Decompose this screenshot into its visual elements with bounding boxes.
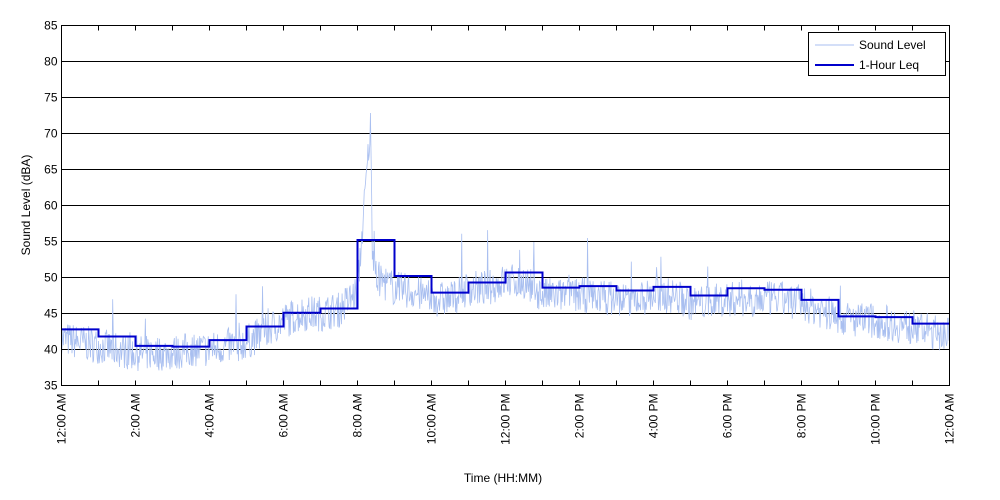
x-tick-label: 8:00 AM bbox=[351, 394, 365, 438]
y-tick-label: 55 bbox=[44, 235, 58, 249]
y-tick-label: 50 bbox=[44, 271, 58, 285]
y-tick-label: 40 bbox=[44, 343, 58, 357]
x-tick-labels: 12:00 AM 2:00 AM 4:00 AM 6:00 AM 8:00 AM 10:0… bbox=[55, 393, 957, 444]
x-tick-label: 6:00 PM bbox=[721, 394, 735, 439]
y-tick-label: 75 bbox=[44, 91, 58, 105]
legend: Sound Level 1-Hour Leq bbox=[808, 32, 946, 76]
y-tick-label: 65 bbox=[44, 163, 58, 177]
x-tick-label: 10:00 AM bbox=[425, 393, 439, 444]
y-tick-label: 70 bbox=[44, 127, 58, 141]
y-tick-label: 35 bbox=[44, 379, 58, 393]
x-tick-label: 8:00 PM bbox=[795, 394, 809, 439]
y-axis-label: Sound Level (dBA) bbox=[19, 155, 33, 256]
x-tick-label: 6:00 AM bbox=[277, 394, 291, 438]
legend-label-1-hour-leq: 1-Hour Leq bbox=[859, 58, 919, 72]
x-tick-label: 2:00 AM bbox=[129, 394, 143, 438]
x-tick-label: 12:00 PM bbox=[499, 394, 513, 445]
x-axis-label: Time (HH:MM) bbox=[464, 471, 542, 485]
legend-box bbox=[808, 32, 946, 76]
y-tick-label: 80 bbox=[44, 55, 58, 69]
x-tick-label: 4:00 PM bbox=[647, 394, 661, 439]
y-tick-label: 45 bbox=[44, 307, 58, 321]
leq-step-line bbox=[61, 239, 950, 348]
x-tick-label: 4:00 AM bbox=[203, 394, 217, 438]
y-tick-label: 60 bbox=[44, 199, 58, 213]
series-1-hour-leq bbox=[61, 239, 950, 348]
legend-label-sound-level: Sound Level bbox=[859, 38, 926, 52]
x-tick-label: 10:00 PM bbox=[869, 394, 883, 445]
x-tick-label: 12:00 AM bbox=[943, 393, 957, 444]
y-tick-label: 85 bbox=[44, 19, 58, 33]
axis-ticks bbox=[61, 25, 950, 386]
y-tick-labels: 35 40 45 50 55 60 65 70 75 80 85 bbox=[44, 19, 58, 393]
x-tick-label: 2:00 PM bbox=[573, 394, 587, 439]
x-tick-label: 12:00 AM bbox=[55, 393, 69, 444]
